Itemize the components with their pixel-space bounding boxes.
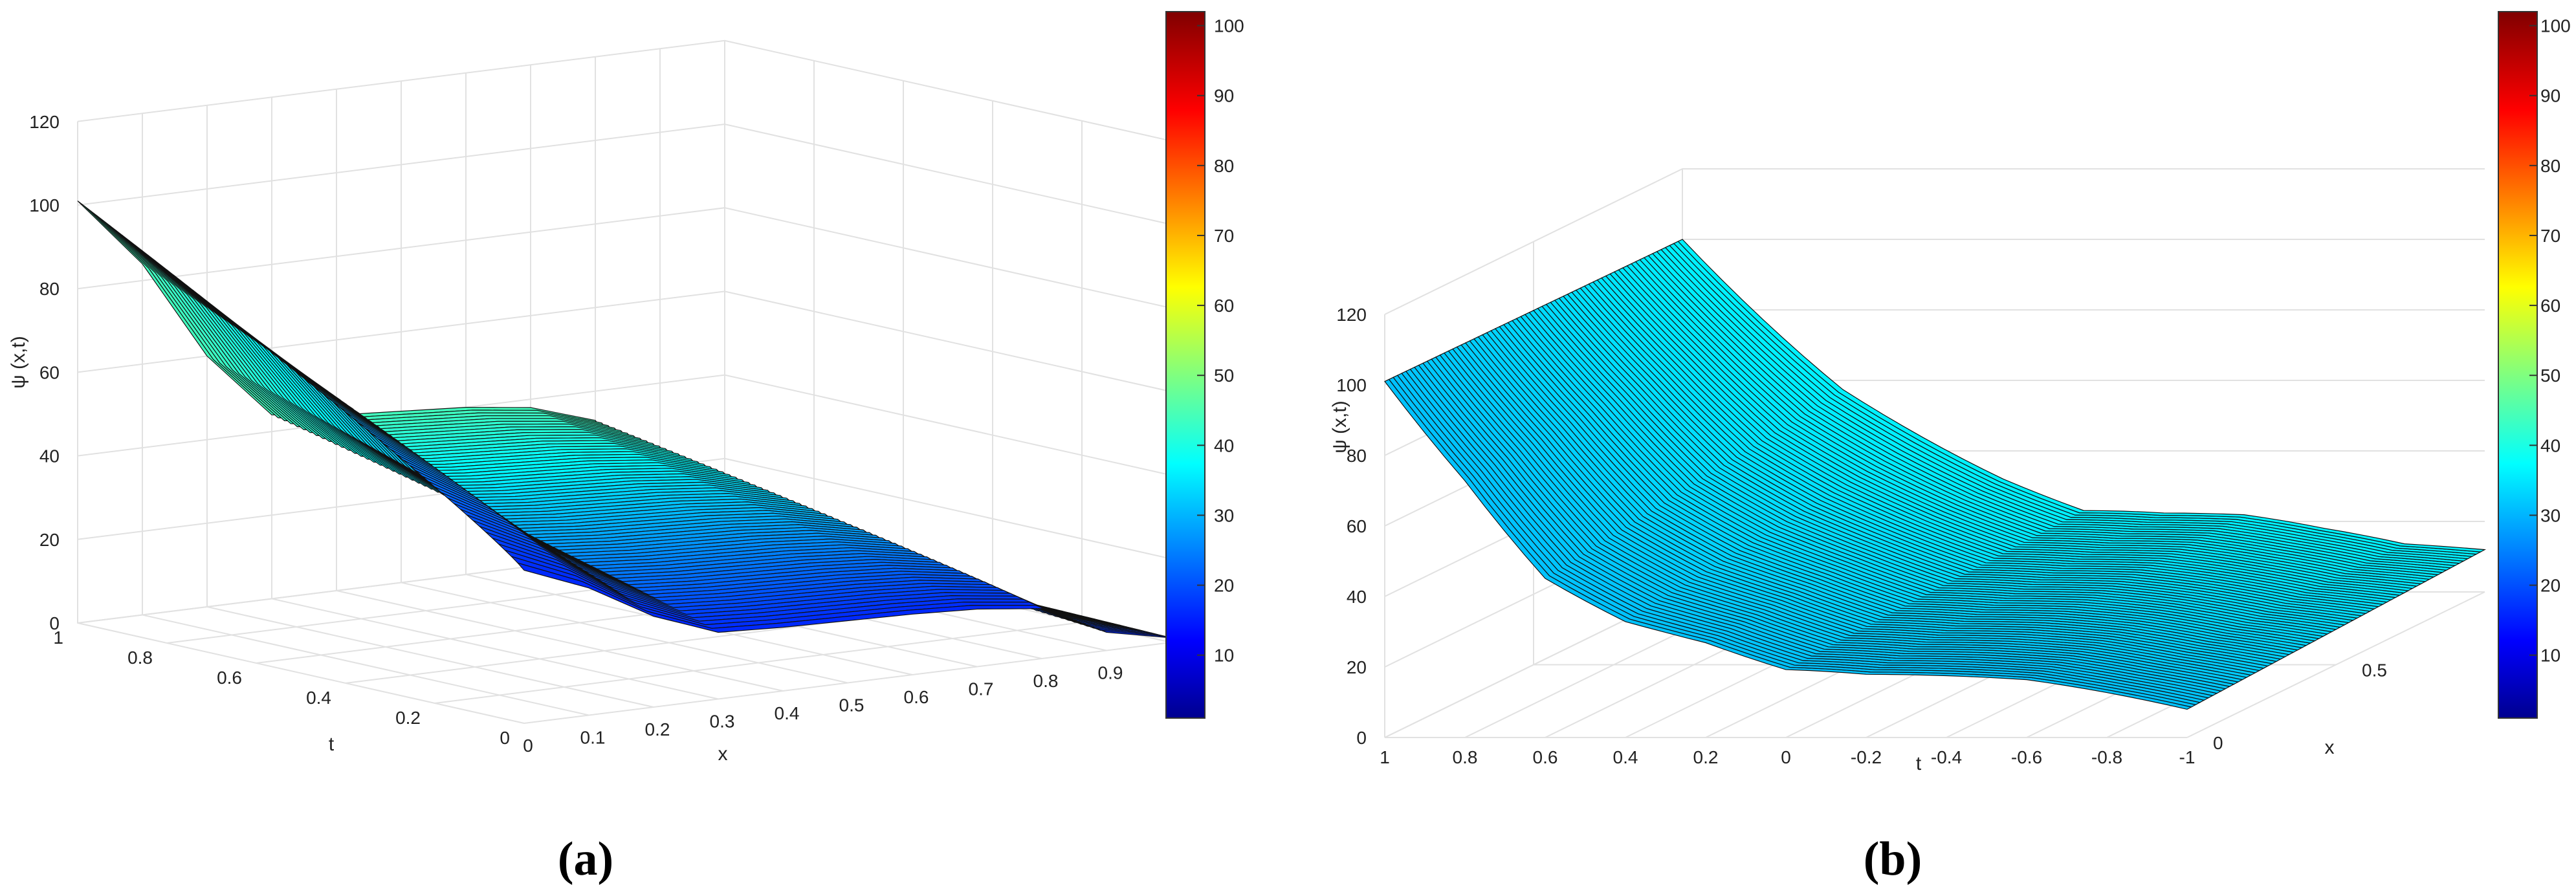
t-tick-label: 0 (500, 728, 510, 748)
x-tick-label: 0.5 (2362, 661, 2387, 681)
colorbar-tick-label: 10 (2540, 646, 2560, 666)
z-tick-label: 0 (1356, 728, 1367, 748)
t-tick-label: -0.2 (1851, 747, 1882, 767)
colorbar-tick-label: 30 (1214, 505, 1234, 525)
t-axis-label-a: t (329, 734, 335, 755)
surface-strip (1677, 239, 2487, 552)
t-tick-label: -1 (2179, 747, 2196, 767)
caption-a: (a) (558, 833, 613, 886)
t-tick-label: 0.6 (217, 668, 242, 688)
x-ticks-a: 00.10.20.30.40.50.60.70.80.91 (523, 655, 1180, 756)
panel-a: 0 20 40 60 80 100 120 0 0.2 0.4 0.6 0.8 1 0 0.1 0.2 0.… (8, 11, 1244, 765)
surface-b (1384, 239, 2487, 710)
colorbar-tick-label: 80 (2540, 156, 2560, 176)
t-tick-label: 1 (1380, 747, 1390, 767)
t-tick-label: -0.4 (1931, 747, 1962, 767)
t-axis-label-b: t (1916, 753, 1922, 774)
gridline (77, 39, 1172, 142)
gridline (1384, 168, 2485, 315)
colorbar-tick-label: 70 (1214, 226, 1234, 246)
z-axis-label-a: ψ (x,t) (8, 336, 29, 388)
colorbar-tick-label: 70 (2540, 226, 2560, 246)
x-tick-label: 0.7 (969, 679, 994, 699)
x-tick-label: 0.3 (710, 712, 735, 732)
z-tick-label: 120 (1336, 305, 1367, 325)
x-tick-label: 0.6 (904, 687, 929, 707)
colorbar-tick-label: 10 (1214, 646, 1234, 666)
t-tick-label: 0.4 (1613, 747, 1638, 767)
z-tick-label: 100 (1336, 375, 1367, 395)
z-tick-label: 60 (39, 362, 60, 382)
t-tick-label: 0.8 (127, 648, 153, 668)
t-ticks-b: 1 0.8 0.6 0.4 0.2 0 -0.2 -0.4 -0.6 -0.8 -1 (1380, 747, 2195, 767)
surface-a (77, 201, 1172, 639)
colorbar-tick-label: 90 (1214, 86, 1234, 106)
z-tick-label: 80 (39, 279, 60, 299)
z-ticks-a: 0 20 40 60 80 100 120 (29, 112, 60, 633)
z-tick-label: 120 (29, 112, 60, 132)
caption-b: (b) (1864, 833, 1922, 886)
z-ticks-b: 0 20 40 60 80 100 120 (1336, 305, 1367, 748)
t-tick-label: 0.4 (306, 688, 331, 708)
x-tick-label: 0.5 (839, 695, 864, 716)
t-tick-label: -0.6 (2011, 747, 2042, 767)
colorbar-tick-label: 20 (2540, 576, 2560, 596)
colorbar-tick-label: 90 (2540, 86, 2560, 106)
colorbar-tick-label: 100 (1214, 16, 1244, 36)
colorbar-tick-label: 40 (2540, 435, 2560, 455)
z-axis-label-b: ψ (x,t) (1329, 400, 1350, 453)
colorbar-tick-label: 30 (2540, 505, 2560, 525)
t-tick-label: 1 (53, 628, 63, 648)
x-tick-label: 0.1 (580, 728, 606, 748)
x-tick-label: 0.2 (645, 719, 670, 739)
x-axis-label-a: x (718, 743, 728, 765)
colorbar-tick-label: 50 (2540, 366, 2560, 386)
t-tick-label: 0.6 (1533, 747, 1558, 767)
z-tick-label: 60 (1347, 516, 1367, 536)
z-tick-label: 20 (1347, 657, 1367, 677)
colorbar-b (2498, 11, 2538, 719)
z-tick-label: 80 (1347, 446, 1367, 466)
x-axis-label-b: x (2325, 737, 2335, 758)
t-tick-label: 0 (1781, 747, 1791, 767)
z-tick-label: 40 (1347, 587, 1367, 607)
x-tick-label: 0.9 (1098, 663, 1123, 683)
t-tick-label: 0.2 (1693, 747, 1719, 767)
colorbar-tick-label: 80 (1214, 156, 1234, 176)
gridline (77, 123, 1172, 225)
t-tick-label: 0.2 (395, 708, 421, 728)
z-tick-label: 20 (39, 530, 60, 550)
t-tick-label: -0.8 (2091, 747, 2122, 767)
colorbar-a (1165, 11, 1205, 719)
x-tick-label: 0 (523, 736, 533, 756)
z-tick-label: 40 (39, 446, 60, 466)
z-tick-label: 0 (49, 613, 60, 633)
colorbar-tick-label: 100 (2540, 16, 2571, 36)
z-tick-label: 100 (29, 195, 60, 215)
gridline (77, 207, 1172, 309)
colorbar-tick-label: 60 (2540, 296, 2560, 316)
x-tick-label: 0 (2213, 733, 2223, 753)
colorbar-ticks-a: 10 20 30 40 50 60 70 80 90 100 (1197, 16, 1244, 666)
colorbar-tick-label: 20 (1214, 576, 1234, 596)
colorbar-tick-label: 60 (1214, 296, 1234, 316)
t-tick-label: 0.8 (1453, 747, 1478, 767)
t-ticks-a: 0 0.2 0.4 0.6 0.8 1 (53, 628, 510, 748)
x-tick-label: 0.4 (775, 703, 800, 723)
colorbar-tick-label: 50 (1214, 366, 1234, 386)
x-tick-label: 0.8 (1033, 671, 1059, 691)
colorbar-tick-label: 40 (1214, 435, 1234, 455)
colorbar-ticks-b: 10 20 30 40 50 60 70 80 90 100 (2529, 16, 2571, 666)
